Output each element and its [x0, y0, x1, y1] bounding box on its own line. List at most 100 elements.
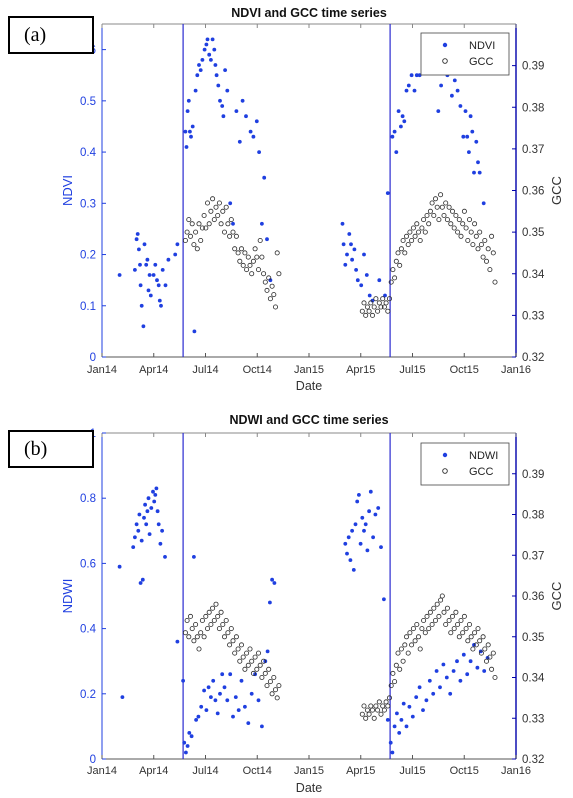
data-point-gcc: [266, 666, 272, 672]
data-point-gcc: [424, 613, 430, 619]
left-y-tick-label: 0.8: [80, 493, 96, 505]
data-point-ndvi: [477, 170, 482, 175]
data-point-gcc: [244, 267, 250, 273]
data-point-ndvi: [166, 257, 171, 262]
data-point-gcc: [230, 638, 236, 644]
data-point-ndwi: [385, 718, 390, 722]
right-y-tick-label: 0.33: [522, 310, 544, 322]
data-point-ndvi: [268, 278, 273, 283]
data-point-ndvi: [394, 150, 399, 155]
data-point-gcc: [451, 626, 457, 632]
data-point-ndwi: [367, 509, 371, 514]
data-point-ndwi: [455, 659, 459, 664]
data-point-gcc: [220, 621, 226, 627]
data-point-ndvi: [385, 191, 390, 196]
right-y-tick-label: 0.35: [522, 227, 544, 239]
data-point-gcc: [264, 683, 270, 689]
left-y-tick-label: 0.6: [80, 558, 96, 570]
data-point-gcc: [240, 262, 246, 268]
data-point-gcc: [220, 208, 226, 214]
data-point-gcc: [432, 617, 438, 623]
data-point-gcc: [415, 634, 421, 640]
data-point-ndvi: [343, 262, 348, 267]
data-point-ndvi: [399, 124, 403, 129]
data-point-ndwi: [239, 678, 244, 683]
data-point-ndwi: [404, 724, 409, 729]
data-point-gcc: [443, 200, 449, 206]
data-point-ndvi: [173, 252, 178, 257]
data-point-gcc: [216, 626, 222, 632]
data-point-ndvi: [402, 119, 407, 124]
data-point-gcc: [193, 229, 199, 235]
left-y-tick-label: 0: [90, 352, 96, 364]
data-point-ndvi: [153, 262, 158, 267]
data-point-ndvi: [189, 134, 193, 139]
data-point-ndvi: [409, 73, 414, 78]
data-point-ndvi: [192, 329, 197, 334]
data-point-gcc: [402, 642, 408, 648]
right-y-tick-label: 0.37: [522, 144, 544, 156]
data-point-ndvi: [183, 129, 188, 134]
data-point-gcc: [398, 246, 404, 252]
data-point-ndvi: [341, 242, 346, 247]
data-point-gcc: [393, 258, 399, 264]
data-point-ndvi: [436, 109, 441, 113]
data-point-ndvi: [370, 298, 375, 303]
data-point-gcc: [186, 634, 192, 640]
data-point-gcc: [395, 250, 401, 256]
data-point-gcc: [237, 258, 243, 264]
data-point-ndvi: [244, 114, 248, 119]
x-tick-label: Jan14: [87, 765, 117, 777]
data-point-ndwi: [414, 695, 419, 699]
data-point-ndvi: [362, 252, 366, 257]
left-y-tick-label: 0.4: [80, 147, 97, 159]
data-point-gcc: [201, 212, 207, 218]
data-point-gcc: [215, 613, 221, 619]
data-point-ndwi: [243, 704, 247, 709]
data-point-ndwi: [379, 545, 383, 549]
data-point-gcc: [461, 208, 467, 214]
data-point-gcc: [211, 617, 217, 623]
data-point-ndwi: [388, 740, 393, 745]
data-point-ndwi: [410, 714, 415, 719]
data-point-gcc: [487, 654, 493, 660]
data-point-gcc: [381, 707, 387, 713]
data-point-gcc: [250, 670, 256, 676]
data-point-ndvi: [193, 88, 198, 93]
data-point-ndwi: [249, 691, 254, 696]
data-point-gcc: [421, 617, 427, 623]
data-point-ndvi: [216, 83, 221, 88]
data-point-gcc: [378, 304, 384, 310]
data-point-gcc: [449, 208, 455, 214]
data-point-ndwi: [151, 489, 155, 494]
data-point-gcc: [385, 703, 391, 709]
data-point-gcc: [230, 229, 236, 235]
data-point-gcc: [473, 233, 479, 239]
data-point-ndvi: [354, 268, 358, 272]
data-point-gcc: [429, 621, 435, 627]
data-point-ndvi: [461, 134, 466, 139]
data-point-gcc: [458, 617, 464, 623]
data-point-gcc: [359, 308, 365, 314]
data-point-gcc: [252, 654, 258, 660]
data-point-ndvi: [265, 237, 269, 242]
data-point-ndvi: [355, 278, 360, 283]
data-point-gcc: [208, 621, 214, 627]
data-point-ndwi: [346, 535, 351, 540]
data-point-gcc: [184, 229, 190, 235]
data-point-ndvi: [138, 283, 143, 288]
data-point-ndvi: [377, 278, 382, 283]
data-point-ndwi: [155, 509, 160, 514]
data-point-ndwi: [156, 522, 161, 527]
left-y-tick-label: 0.1: [80, 301, 96, 313]
data-point-ndwi: [401, 701, 406, 706]
data-point-ndwi: [365, 548, 370, 553]
data-point-ndvi: [231, 221, 235, 226]
data-point-gcc: [216, 200, 222, 206]
data-point-gcc: [463, 626, 469, 632]
data-point-gcc: [264, 287, 270, 293]
data-point-gcc: [198, 237, 204, 243]
data-point-gcc: [490, 250, 496, 256]
data-point-ndvi: [257, 150, 261, 155]
data-point-gcc: [390, 670, 396, 676]
